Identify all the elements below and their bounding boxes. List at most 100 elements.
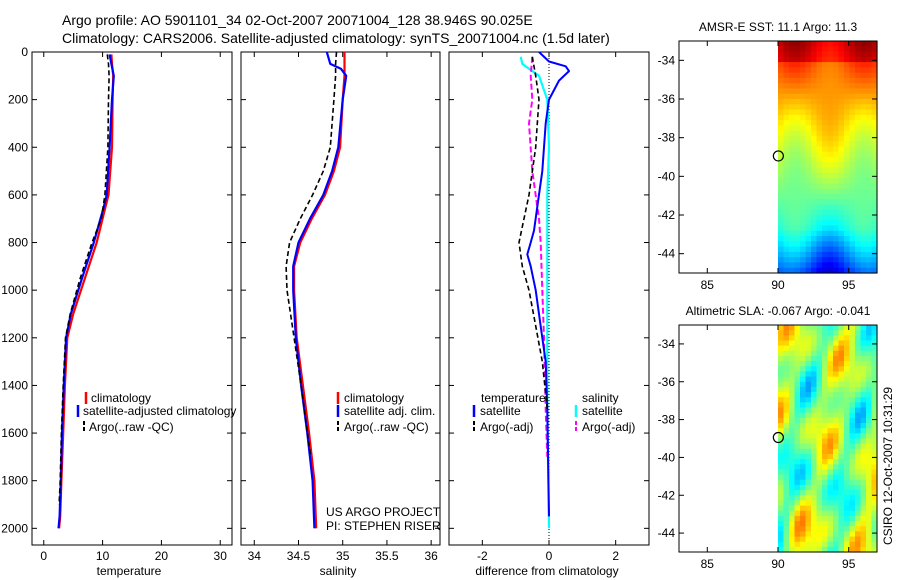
heatmap-cell [783, 188, 790, 195]
heatmap-cell [811, 546, 818, 553]
heatmap-cell [800, 500, 807, 507]
heatmap-cell [789, 546, 796, 553]
heatmap-cell [800, 325, 807, 331]
heatmap-cell [816, 183, 823, 190]
heatmap-cell [855, 541, 862, 548]
heatmap-cell [789, 345, 796, 352]
heatmap-cell [816, 350, 823, 357]
heatmap-cell [866, 157, 873, 163]
heatmap-cell [866, 325, 873, 331]
heatmap-cell [811, 183, 818, 190]
heatmap-cell [849, 225, 856, 232]
heatmap-cell [849, 459, 856, 465]
heatmap-cell [844, 215, 851, 221]
heatmap-cell [871, 114, 878, 121]
heatmap-cell [833, 536, 840, 543]
heatmap-cell [783, 41, 790, 47]
heatmap-cell [789, 125, 796, 132]
sst-map-title: AMSR-E SST: 11.1 Argo: 11.3 [699, 20, 858, 34]
heatmap-cell [789, 366, 796, 373]
heatmap-cell [805, 72, 812, 79]
heatmap-cell [827, 371, 834, 378]
heatmap-cell [805, 251, 812, 258]
heatmap-cell [800, 241, 807, 248]
heatmap-cell [805, 423, 812, 429]
heatmap-cell [805, 428, 812, 434]
heatmap-cell [855, 526, 862, 532]
heatmap-cell [871, 267, 878, 274]
heatmap-cell [794, 464, 801, 471]
heatmap-cell [844, 536, 851, 543]
heatmap-cell [827, 325, 834, 331]
heatmap-cell [816, 381, 823, 388]
heatmap-cell [866, 366, 873, 373]
heatmap-cell [860, 172, 867, 179]
heatmap-cell [871, 443, 878, 450]
heatmap-cell [778, 392, 785, 398]
heatmap-cell [844, 151, 851, 158]
heatmap-cell [849, 546, 856, 553]
heatmap-cell [811, 157, 818, 163]
legend-label-argo: Argo(..raw -QC) [344, 420, 429, 434]
heatmap-cell [860, 204, 867, 211]
heatmap-cell [866, 188, 873, 195]
heatmap-cell [811, 236, 818, 242]
heatmap-cell [816, 267, 823, 274]
heatmap-cell [871, 500, 878, 507]
heatmap-cell [778, 204, 785, 211]
heatmap-cell [789, 188, 796, 195]
heatmap-cell [794, 188, 801, 195]
heatmap-cell [778, 241, 785, 248]
heatmap-cell [794, 236, 801, 242]
heatmap-cell [866, 146, 873, 153]
heatmap-cell [844, 541, 851, 548]
heatmap-cell [871, 162, 878, 169]
heatmap-cell [805, 204, 812, 211]
heatmap-cell [811, 407, 818, 414]
heatmap-cell [794, 417, 801, 424]
heatmap-cell [783, 230, 790, 237]
heatmap-cell [849, 453, 856, 460]
heatmap-cell [871, 257, 878, 264]
heatmap-cell [822, 151, 829, 158]
heatmap-cell [860, 120, 867, 126]
heatmap-cell [827, 120, 834, 126]
heatmap-cell [794, 93, 801, 100]
heatmap-cell [800, 46, 807, 53]
heatmap-cell [855, 114, 862, 121]
heatmap-cell [860, 88, 867, 95]
heatmap-cell [822, 350, 829, 357]
x-tick-label: 85 [701, 557, 715, 571]
heatmap-cell [822, 330, 829, 336]
heatmap-cell [800, 72, 807, 79]
heatmap-cell [783, 376, 790, 383]
heatmap-cell [822, 46, 829, 53]
heatmap-cell [794, 412, 801, 419]
heatmap-cell [860, 257, 867, 264]
heatmap-cell [794, 433, 801, 440]
heatmap-cell [860, 371, 867, 378]
heatmap-cell [833, 350, 840, 357]
heatmap-cell [849, 262, 856, 269]
heatmap-cell [783, 350, 790, 357]
heatmap-cell [783, 510, 790, 517]
y-tick-label: 1800 [1, 474, 28, 488]
heatmap-cell [811, 386, 818, 393]
heatmap-cell [844, 417, 851, 424]
heatmap-cell [855, 178, 862, 184]
heatmap-cell [822, 41, 829, 47]
heatmap-cell [866, 392, 873, 398]
heatmap-cell [871, 72, 878, 79]
heatmap-cell [794, 330, 801, 336]
heatmap-cell [789, 526, 796, 532]
heatmap-cell [844, 241, 851, 248]
heatmap-cell [838, 46, 845, 53]
heatmap-cell [805, 241, 812, 248]
heatmap-cell [855, 371, 862, 378]
heatmap-cell [822, 531, 829, 538]
heatmap-cell [860, 241, 867, 248]
heatmap-cell [838, 479, 845, 486]
heatmap-cell [855, 188, 862, 195]
heatmap-cell [800, 371, 807, 378]
heatmap-cell [816, 479, 823, 486]
